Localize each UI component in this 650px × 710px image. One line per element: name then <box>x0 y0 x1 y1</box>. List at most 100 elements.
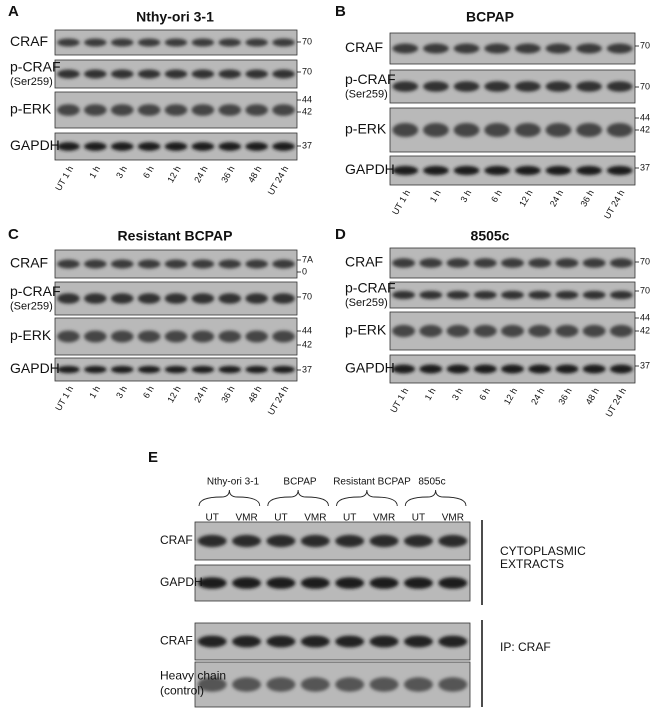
panel-letter: B <box>335 3 346 20</box>
lane-label: UT <box>343 513 356 524</box>
size-marker: 70 <box>302 36 312 46</box>
size-marker: 70 <box>640 40 650 50</box>
band <box>582 258 606 268</box>
band <box>369 677 399 692</box>
lane-label: UT 1 h <box>53 384 75 412</box>
group-label: BCPAP <box>283 477 316 488</box>
band <box>266 677 296 692</box>
band <box>545 81 572 92</box>
band <box>423 122 449 138</box>
band <box>84 293 107 304</box>
row-sublabel: (Ser259) <box>10 300 53 312</box>
panel-letter: C <box>8 226 19 243</box>
band <box>423 165 449 176</box>
size-marker: 42 <box>640 124 650 134</box>
band <box>576 122 602 138</box>
band <box>191 142 215 151</box>
brace <box>404 489 467 507</box>
lane-label: VMR <box>235 513 257 524</box>
band <box>555 258 579 268</box>
band <box>197 677 227 692</box>
brace <box>267 489 329 507</box>
band <box>300 577 330 589</box>
lane-label: UT 1 h <box>53 164 75 192</box>
band <box>266 635 296 648</box>
band <box>606 81 633 92</box>
band <box>300 677 330 692</box>
band <box>369 635 399 648</box>
band <box>245 259 268 269</box>
row-label: p-ERK <box>10 101 52 117</box>
band <box>545 122 572 138</box>
size-marker: 70 <box>302 66 312 76</box>
band <box>84 365 107 374</box>
band <box>57 330 80 343</box>
band <box>606 43 633 54</box>
lane-label: UT 1 h <box>390 188 412 216</box>
band <box>110 259 134 269</box>
blot-label: CRAF <box>160 533 193 547</box>
band <box>423 43 449 54</box>
lane-label: 36 h <box>556 386 573 406</box>
lane-label: 12 h <box>502 386 519 406</box>
lane-label: 12 h <box>165 164 182 184</box>
band <box>392 81 419 92</box>
lane-label: 36 h <box>219 384 236 404</box>
band <box>245 330 268 343</box>
band <box>191 330 215 343</box>
band <box>404 534 433 548</box>
size-marker: 42 <box>640 325 650 335</box>
band <box>272 293 295 304</box>
band <box>137 142 161 151</box>
band <box>84 104 107 116</box>
band <box>245 142 268 151</box>
size-marker: 70 <box>640 256 650 266</box>
band <box>266 577 296 589</box>
band <box>609 258 633 268</box>
band <box>609 364 633 374</box>
band <box>473 258 497 268</box>
band <box>218 38 242 47</box>
band <box>392 324 416 338</box>
band <box>576 43 602 54</box>
band <box>446 324 470 338</box>
band <box>484 43 511 54</box>
size-marker: 44 <box>302 94 312 104</box>
lane-label: 6 h <box>141 384 156 400</box>
panel-letter: D <box>335 226 346 243</box>
section-label: IP: CRAF <box>500 640 551 654</box>
lane-label: 3 h <box>114 164 129 180</box>
row-label: CRAF <box>10 255 48 271</box>
band <box>369 577 399 589</box>
band <box>555 324 579 338</box>
band <box>606 122 633 138</box>
band <box>335 635 365 648</box>
band <box>245 365 268 374</box>
band <box>392 258 416 268</box>
band <box>218 104 242 116</box>
band <box>514 43 541 54</box>
lane-label: 36 h <box>578 188 595 208</box>
band <box>245 38 268 47</box>
band <box>473 324 497 338</box>
lane-label: 48 h <box>246 164 263 184</box>
lane-label: UT 24 h <box>604 386 629 419</box>
band <box>218 293 242 304</box>
row-sublabel: (Ser259) <box>345 297 388 309</box>
band <box>419 364 443 374</box>
row-label: p-CRAF <box>10 59 61 75</box>
band <box>191 259 215 269</box>
band <box>404 635 433 648</box>
band <box>137 69 161 79</box>
lane-label: VMR <box>373 513 395 524</box>
row-label: p-ERK <box>345 121 387 137</box>
band <box>232 635 261 648</box>
band <box>191 69 215 79</box>
band <box>197 635 227 648</box>
band <box>110 142 134 151</box>
band <box>218 142 242 151</box>
lane-label: UT 24 h <box>266 164 291 197</box>
row-label: GAPDH <box>345 161 395 177</box>
band <box>392 165 419 176</box>
band <box>272 142 295 151</box>
